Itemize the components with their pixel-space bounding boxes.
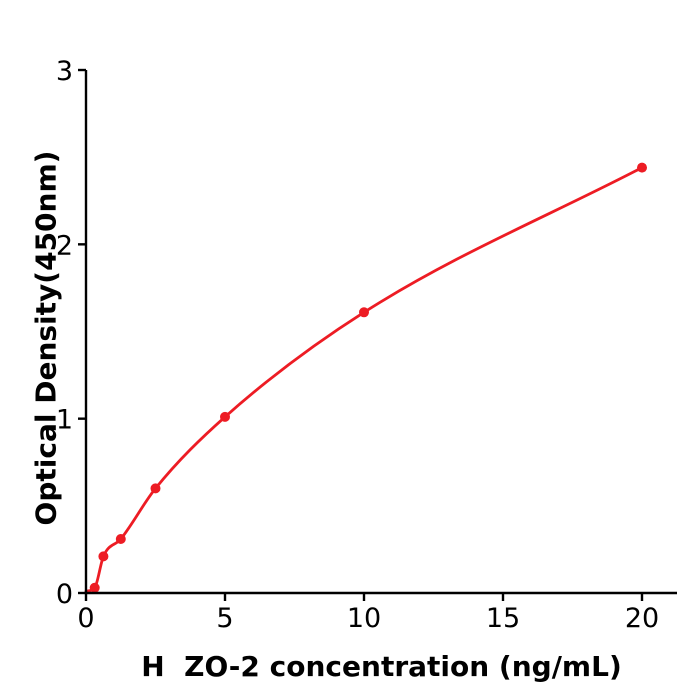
- x-tick-label: 20: [625, 603, 659, 634]
- y-axis-label: Optical Density(450nm): [29, 150, 63, 526]
- y-tick-label: 0: [56, 579, 73, 610]
- data-point-marker: [359, 307, 369, 318]
- data-point-marker: [115, 534, 126, 544]
- data-point-marker: [150, 483, 161, 494]
- y-tick-label: 3: [56, 56, 73, 87]
- fit-curve-line: [84, 166, 644, 593]
- x-tick-label: 5: [216, 603, 233, 634]
- x-tick-label: 10: [347, 603, 381, 634]
- data-point-marker: [98, 551, 109, 562]
- y-tick-label: 2: [56, 230, 73, 261]
- data-point-marker: [220, 411, 230, 422]
- x-tick-label: 15: [486, 603, 520, 634]
- x-axis-label: H ZO-2 concentration (ng/mL): [141, 650, 622, 683]
- data-point-marker: [89, 582, 100, 593]
- x-tick-label: 0: [77, 603, 94, 634]
- y-tick-label: 1: [56, 405, 73, 436]
- data-point-marker: [637, 162, 647, 173]
